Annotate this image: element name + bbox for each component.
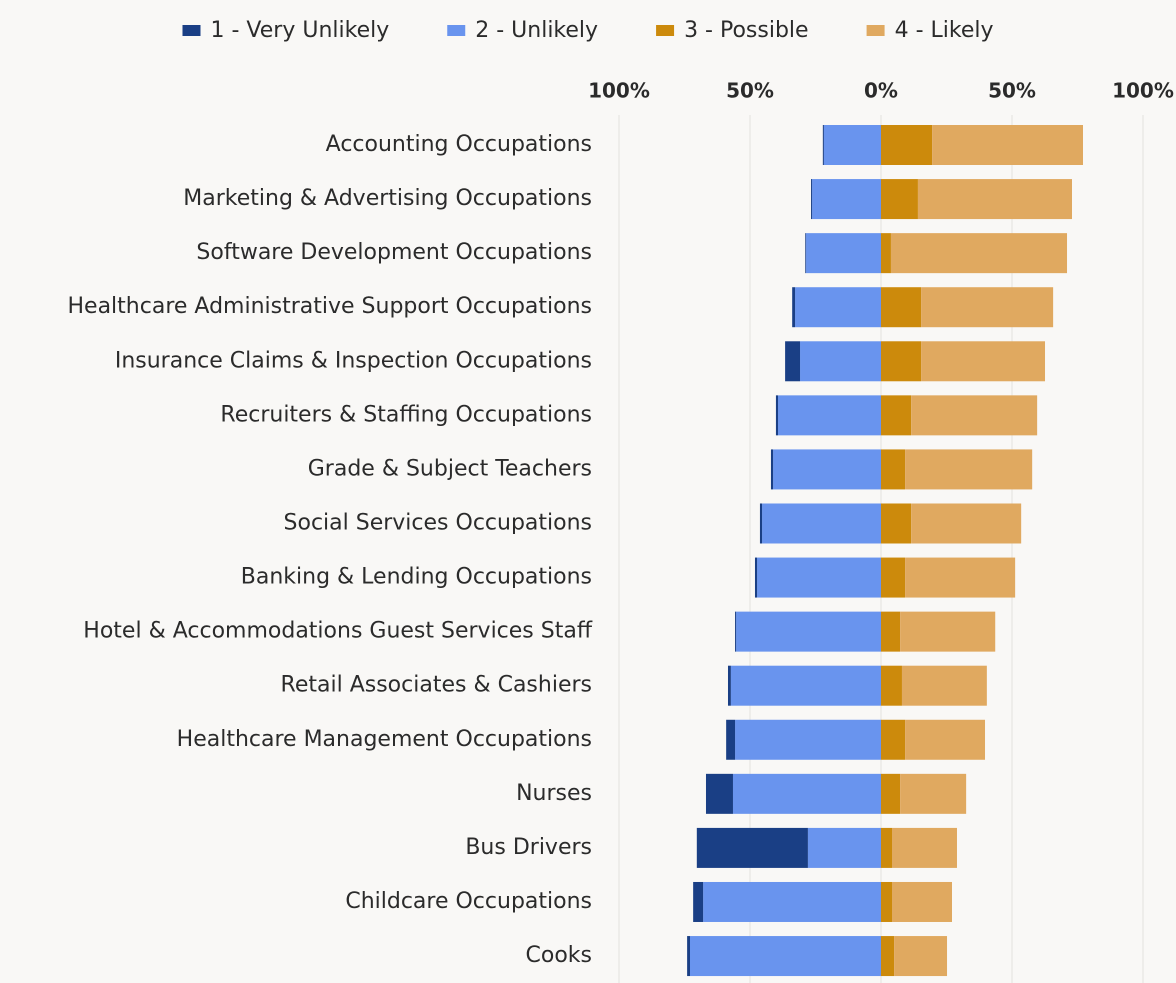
legend-label: 2 - Unlikely <box>475 18 598 43</box>
category-label: Hotel & Accommodations Guest Services St… <box>83 619 593 644</box>
bar-segment <box>727 665 731 706</box>
bar-segment <box>805 233 807 274</box>
bar-segment <box>696 827 808 868</box>
bar-segment <box>911 395 1038 436</box>
bar-segment <box>811 179 813 220</box>
x-tick-label: 100% <box>588 79 650 103</box>
bar-segment <box>881 395 912 436</box>
category-label: Software Development Occupations <box>196 240 592 265</box>
category-label: Healthcare Administrative Support Occupa… <box>68 294 593 319</box>
bar-segment <box>732 773 881 814</box>
x-tick-label: 50% <box>726 79 774 103</box>
bar-segment <box>762 503 881 544</box>
legend-label: 3 - Possible <box>684 18 809 43</box>
category-label: Insurance Claims & Inspection Occupation… <box>115 348 592 373</box>
bar-segment <box>881 233 891 274</box>
bar-segment <box>894 936 948 977</box>
legend-swatch <box>656 25 675 36</box>
category-label: Retail Associates & Cashiers <box>281 673 592 698</box>
bar-segment <box>773 449 881 490</box>
bar-segment <box>754 557 758 598</box>
bar-segment <box>795 287 881 328</box>
bar-segment <box>921 341 1046 382</box>
bar-segment <box>881 827 893 868</box>
bar-segment <box>881 665 902 706</box>
bar-segment <box>881 125 933 165</box>
bar-segment <box>892 881 953 922</box>
bar-segment <box>890 233 1068 274</box>
bar-segment <box>905 719 986 760</box>
bar-segment <box>881 341 922 382</box>
category-label: Banking & Lending Occupations <box>241 565 592 590</box>
bar-segment <box>911 503 1022 544</box>
legend-swatch <box>447 25 466 36</box>
bar-segment <box>735 611 737 652</box>
bar-segment <box>905 449 1033 490</box>
bar-segment <box>736 611 881 652</box>
bar-segment <box>800 341 881 382</box>
bar-segment <box>881 557 906 598</box>
category-label: Bus Drivers <box>465 835 592 860</box>
category-label: Nurses <box>516 781 592 806</box>
bar-segment <box>775 395 779 436</box>
bar-segment <box>917 179 1072 220</box>
bar-segment <box>730 665 881 706</box>
bar-segment <box>690 936 881 977</box>
legend-label: 4 - Likely <box>895 18 994 43</box>
category-label: Childcare Occupations <box>345 889 592 914</box>
bar-segment <box>881 719 906 760</box>
bar-segment <box>792 287 796 328</box>
category-label: Grade & Subject Teachers <box>308 456 592 481</box>
bar-segment <box>892 827 957 868</box>
bar-segment <box>881 881 893 922</box>
bar-segment <box>881 179 918 220</box>
bar-segment <box>822 125 824 165</box>
legend-label: 1 - Very Unlikely <box>210 18 389 43</box>
bar-segment <box>881 936 895 977</box>
bar-segment <box>807 827 881 868</box>
bar-segment <box>735 719 881 760</box>
bar-segment <box>881 449 906 490</box>
category-label: Cooks <box>526 943 592 968</box>
category-label: Accounting Occupations <box>326 132 592 157</box>
bar-segment <box>932 125 1084 165</box>
bar-segment <box>901 665 987 706</box>
x-tick-label: 0% <box>864 79 898 103</box>
bar-segment <box>900 773 967 814</box>
category-label: Social Services Occupations <box>284 510 592 535</box>
bar-segment <box>705 773 733 814</box>
x-tick-label: 100% <box>1112 79 1174 103</box>
bar-segment <box>823 125 881 165</box>
bar-segment <box>770 449 774 490</box>
bar-segment <box>785 341 801 382</box>
category-label: Healthcare Management Occupations <box>177 727 592 752</box>
bar-segment <box>759 503 763 544</box>
bar-segment <box>703 881 881 922</box>
bar-segment <box>881 773 901 814</box>
bar-segment <box>921 287 1054 328</box>
bar-segment <box>812 179 881 220</box>
bar-segment <box>687 936 691 977</box>
bar-segment <box>726 719 736 760</box>
bar-segment <box>905 557 1016 598</box>
legend-swatch <box>866 25 885 36</box>
bar-segment <box>881 287 922 328</box>
bar-segment <box>778 395 881 436</box>
bar-segment <box>757 557 881 598</box>
bar-segment <box>881 611 901 652</box>
legend-swatch <box>182 25 201 36</box>
x-tick-label: 50% <box>988 79 1036 103</box>
bar-segment <box>693 881 704 922</box>
bar-segment <box>881 503 912 544</box>
category-label: Marketing & Advertising Occupations <box>183 186 592 211</box>
bar-segment <box>900 611 996 652</box>
bar-segment <box>806 233 881 274</box>
category-label: Recruiters & Staffing Occupations <box>220 402 592 427</box>
